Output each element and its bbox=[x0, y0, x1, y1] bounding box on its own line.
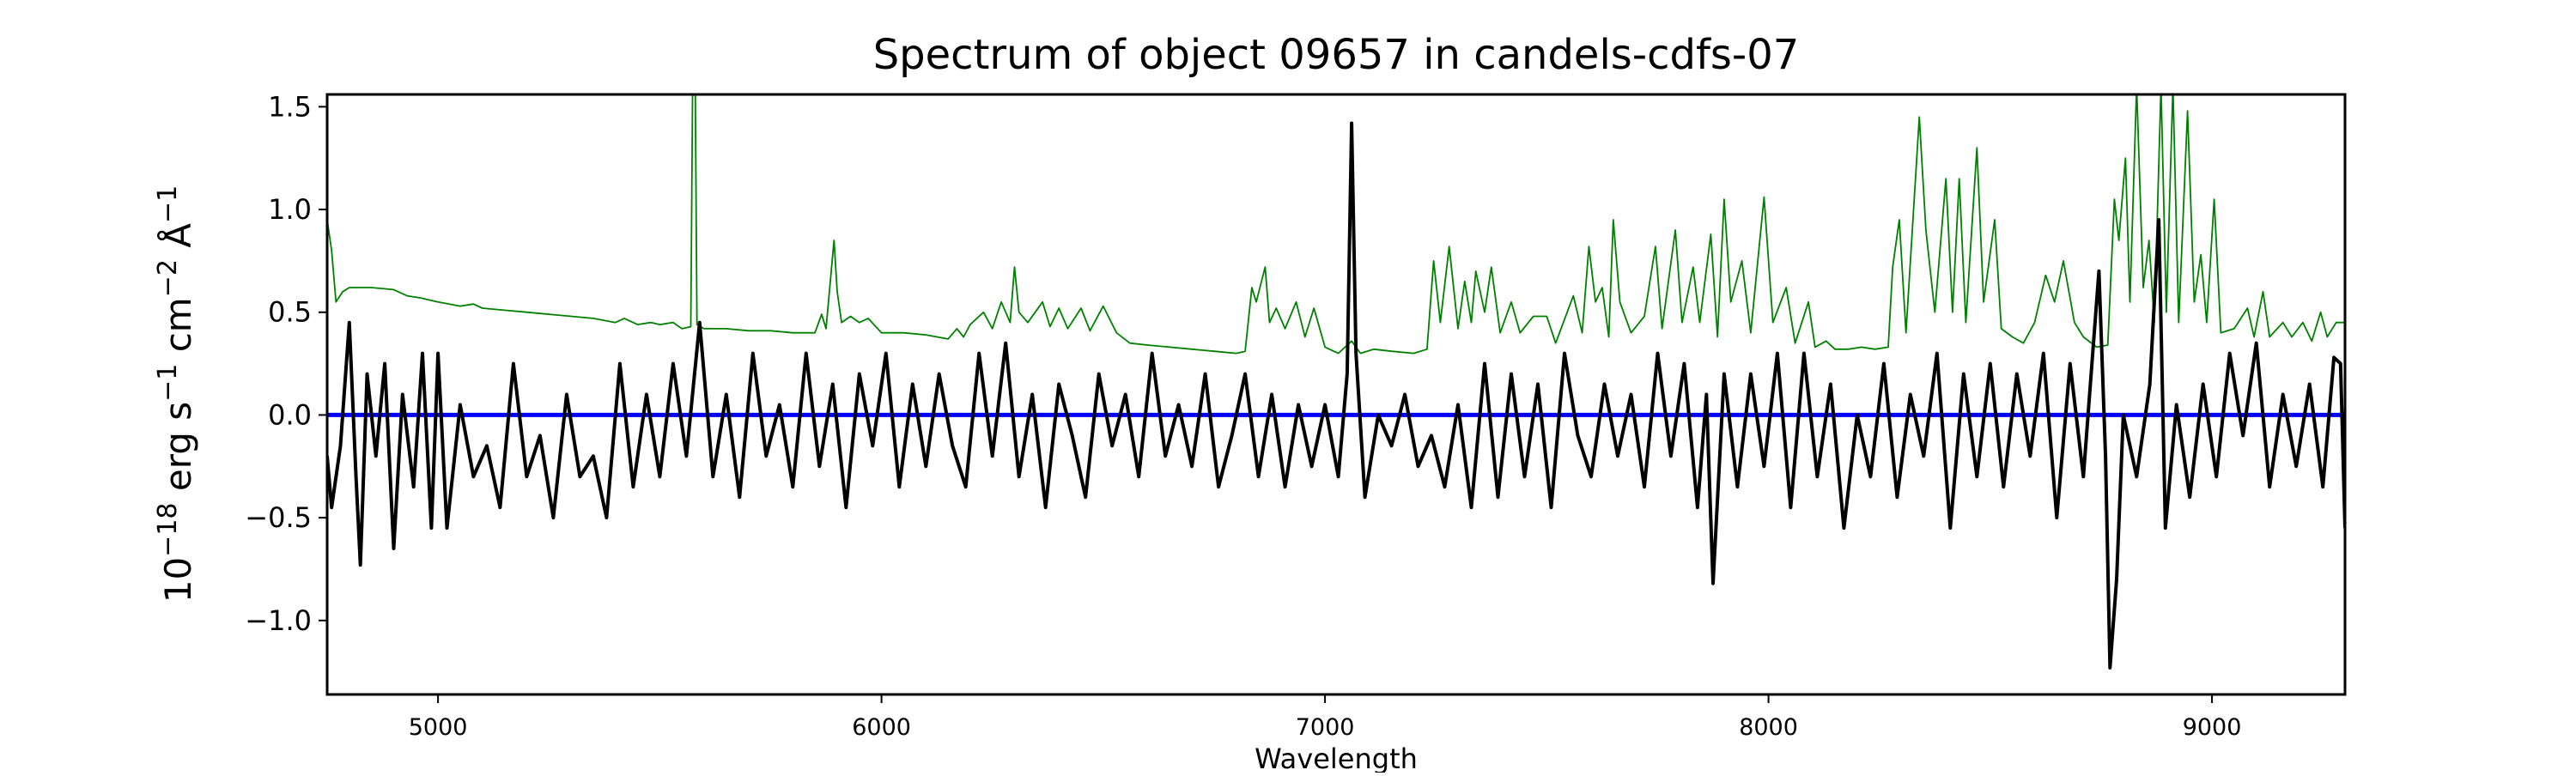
y-label-unit: cm bbox=[157, 297, 199, 363]
y-label-unit: erg s bbox=[157, 402, 199, 503]
plot-frame bbox=[325, 93, 2347, 696]
series-line-error bbox=[327, 94, 2345, 355]
y-label-exp: −18 bbox=[153, 503, 183, 557]
y-tick-label: 0.5 bbox=[268, 296, 312, 329]
x-tick-label: 7000 bbox=[1296, 714, 1355, 741]
x-axis: 5000 6000 7000 8000 9000 bbox=[409, 694, 2242, 741]
series-layer bbox=[327, 94, 2345, 670]
y-label-exp: −2 bbox=[153, 259, 183, 297]
y-label-base: 10 bbox=[157, 557, 199, 603]
y-axis: 1.5 1.0 0.5 0.0 −0.5 −1.0 bbox=[245, 90, 327, 637]
x-tick-label: 5000 bbox=[409, 714, 468, 741]
y-tick-label: 0.0 bbox=[268, 398, 312, 431]
x-tick-label: 6000 bbox=[852, 714, 911, 741]
chart-title: Spectrum of object 09657 in candels-cdfs… bbox=[873, 31, 1800, 79]
x-tick-label: 8000 bbox=[1739, 714, 1798, 741]
y-axis-label: 10−18 erg s−1 cm−2 Å−1 bbox=[153, 185, 199, 603]
x-axis-label: Wavelength bbox=[1255, 743, 1418, 773]
y-label-exp: −1 bbox=[153, 364, 183, 402]
y-tick-label: 1.0 bbox=[268, 193, 312, 226]
y-label-unit: Å bbox=[156, 223, 199, 259]
y-label-exp: −1 bbox=[153, 185, 183, 223]
y-tick-label: −0.5 bbox=[245, 501, 312, 534]
y-tick-label: −1.0 bbox=[245, 604, 312, 637]
series-line-flux bbox=[327, 121, 2345, 670]
x-tick-label: 9000 bbox=[2183, 714, 2242, 741]
y-tick-label: 1.5 bbox=[268, 90, 312, 123]
